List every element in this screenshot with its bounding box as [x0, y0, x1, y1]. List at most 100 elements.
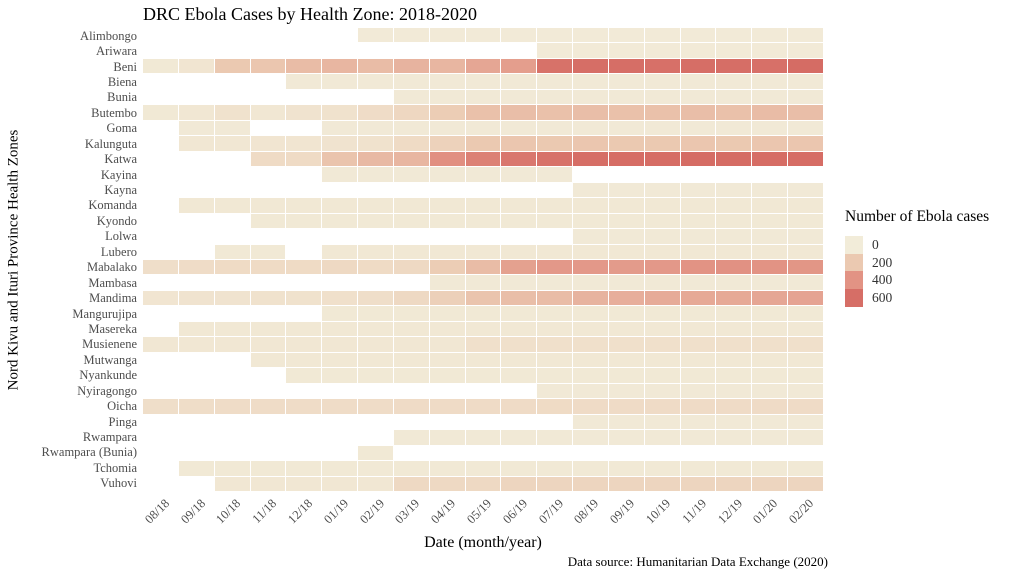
heatmap-cell: [394, 415, 429, 429]
heatmap-cell: [251, 306, 286, 320]
heatmap-cell: [465, 213, 501, 229]
heatmap-cell: [788, 28, 823, 43]
heatmap-cell: [393, 321, 429, 337]
y-tick-label: Tchomia: [93, 460, 137, 475]
heatmap-cell: [178, 136, 214, 151]
heatmap-cell: [429, 259, 465, 275]
heatmap-cell: [501, 430, 537, 445]
heatmap-cell: [608, 337, 644, 352]
heatmap-cell: [215, 74, 250, 88]
heatmap-cell: [358, 120, 393, 136]
heatmap-cell: [215, 90, 250, 104]
heatmap-cell: [644, 89, 680, 105]
heatmap-cell: [573, 352, 608, 368]
heatmap-cell: [788, 399, 823, 414]
heatmap-cell: [573, 321, 608, 337]
heatmap-cell: [644, 43, 680, 58]
heatmap-cell: [716, 461, 752, 476]
heatmap-cell: [644, 58, 680, 74]
heatmap-cell: [143, 368, 178, 382]
heatmap-cell: [358, 384, 393, 398]
heatmap-cell: [573, 74, 608, 89]
heatmap-cell: [214, 136, 250, 151]
heatmap-cell: [322, 90, 357, 104]
heatmap-cell: [393, 306, 429, 321]
heatmap-cell: [429, 476, 465, 491]
heatmap-cell: [250, 352, 286, 368]
heatmap-cell: [573, 120, 608, 136]
heatmap-cell: [466, 415, 501, 429]
heatmap-cell: [178, 321, 214, 337]
x-axis-title: Date (month/year): [424, 534, 542, 551]
heatmap-cell: [608, 229, 644, 244]
chart-title: DRC Ebola Cases by Health Zone: 2018-202…: [143, 4, 477, 24]
heatmap-cell: [179, 229, 214, 243]
heatmap-cell: [537, 28, 573, 43]
heatmap-cell: [680, 28, 716, 43]
heatmap-cell: [215, 43, 250, 57]
heatmap-cell: [178, 259, 214, 275]
heatmap-cell: [143, 384, 178, 398]
heatmap-cell: [788, 213, 823, 229]
heatmap-cell: [716, 198, 752, 213]
heatmap-cell: [358, 415, 393, 429]
heatmap-cell: [644, 151, 680, 167]
heatmap-cell: [537, 89, 573, 105]
heatmap-cell: [788, 151, 823, 167]
heatmap-cell: [358, 74, 393, 89]
heatmap-cell: [681, 167, 716, 181]
heatmap-cell: [466, 229, 501, 243]
heatmap-cell: [465, 120, 501, 136]
heatmap-cell: [286, 136, 322, 151]
heatmap-cell: [573, 368, 608, 383]
heatmap-cell: [215, 384, 250, 398]
heatmap-cell: [215, 415, 250, 429]
heatmap-cell: [537, 259, 573, 275]
heatmap-cell: [752, 136, 788, 151]
heatmap-cell: [573, 275, 608, 290]
heatmap-cell: [214, 337, 250, 352]
y-tick-label: Mambasa: [88, 275, 137, 290]
heatmap-cell: [716, 120, 752, 136]
heatmap-cell: [393, 259, 429, 275]
heatmap-cell: [358, 476, 393, 491]
y-tick-label: Lolwa: [105, 229, 137, 244]
heatmap-cell: [322, 74, 358, 89]
heatmap-cell: [501, 151, 537, 167]
heatmap-cell: [393, 58, 429, 74]
heatmap-cell: [680, 120, 716, 136]
heatmap-cell: [608, 259, 644, 275]
heatmap-cell: [680, 290, 716, 306]
heatmap-cell: [393, 337, 429, 352]
heatmap-cell: [573, 430, 608, 445]
heatmap-cell: [250, 321, 286, 337]
heatmap-cell: [214, 461, 250, 476]
heatmap-cell: [322, 58, 358, 74]
heatmap-cell: [501, 229, 536, 243]
heatmap-cell: [644, 321, 680, 337]
heatmap-cell: [609, 446, 644, 460]
heatmap-cell: [393, 136, 429, 151]
heatmap-cell: [286, 74, 322, 89]
heatmap-cell: [608, 306, 644, 321]
heatmap-cell: [788, 198, 823, 213]
heatmap-cell: [429, 430, 465, 445]
heatmap-cell: [537, 58, 573, 74]
heatmap-cell: [143, 183, 178, 197]
heatmap-cell: [644, 259, 680, 275]
heatmap-cell: [358, 368, 393, 383]
heatmap-cell: [358, 58, 393, 74]
heatmap-cell: [716, 244, 752, 259]
heatmap-cell: [143, 167, 178, 181]
heatmap-cell: [286, 28, 321, 42]
heatmap-cell: [537, 461, 573, 476]
heatmap-cell: [537, 151, 573, 167]
heatmap-cell: [752, 430, 788, 445]
heatmap-cell: [465, 352, 501, 368]
heatmap-cell: [250, 213, 286, 229]
heatmap-cell: [644, 74, 680, 89]
heatmap-cell: [358, 229, 393, 243]
heatmap-cell: [573, 151, 608, 167]
heatmap-cell: [466, 384, 501, 398]
